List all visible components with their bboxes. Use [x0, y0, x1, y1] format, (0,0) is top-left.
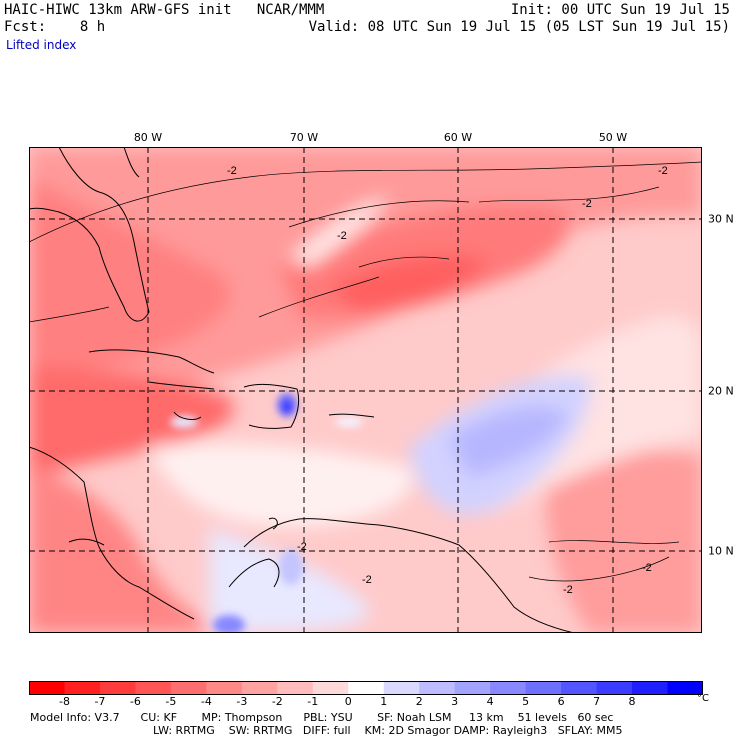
color-scale-swatch — [29, 681, 65, 695]
contour-label: -2 — [642, 562, 652, 574]
color-scale-tick-label: -8 — [58, 695, 70, 708]
color-scale-swatch — [525, 681, 562, 695]
color-scale-tick-label: 2 — [415, 695, 423, 708]
contour-label: -2 — [227, 165, 237, 177]
contour-label: -2 — [563, 584, 573, 596]
color-scale-swatch — [383, 681, 420, 695]
variable-name: Lifted index — [6, 38, 77, 52]
init-time: Init: 00 UTC Sun 19 Jul 15 — [510, 2, 730, 18]
contour-label: -2 — [582, 198, 592, 210]
coastlines — [29, 147, 575, 633]
shaded-field — [29, 147, 702, 633]
contour-label: -2 — [658, 165, 668, 177]
color-scale-tick-label: -7 — [94, 695, 106, 708]
lifted-index-map: -2 -2 -2 -2 -2 -2 -2 -2 — [29, 147, 702, 633]
contour-label: -2 — [297, 541, 307, 553]
color-scale-swatch — [206, 681, 243, 695]
color-scale-tick-label: -1 — [307, 695, 319, 708]
contour-labels: -2 -2 -2 -2 -2 -2 -2 -2 — [227, 165, 668, 596]
valid-time: Valid: 08 UTC Sun 19 Jul 15 (05 LST Sun … — [308, 19, 730, 35]
color-scale-swatch — [454, 681, 491, 695]
contours — [29, 161, 702, 582]
color-scale-tick-label: 4 — [486, 695, 494, 708]
lat-label-20n: 20 N — [708, 384, 734, 398]
color-scale-tick-label: -6 — [129, 695, 141, 708]
color-scale-tick-label: 7 — [593, 695, 601, 708]
color-scale-swatch — [241, 681, 278, 695]
color-scale-swatch — [490, 681, 527, 695]
map-frame — [29, 147, 702, 633]
forecast-hour: Fcst: 8 h — [4, 19, 106, 35]
model-info-line1: Model Info: V3.7 CU: KF MP: Thompson PBL… — [30, 711, 614, 724]
color-scale-swatch — [632, 681, 669, 695]
model-title: HAIC-HIWC 13km ARW-GFS init NCAR/MMM — [4, 2, 325, 18]
lon-label-60w: 60 W — [443, 131, 473, 144]
color-scale-swatch — [312, 681, 349, 695]
color-scale-swatch — [348, 681, 385, 695]
color-scale-frame — [29, 681, 703, 695]
contour-label: -2 — [362, 574, 372, 586]
color-scale-unit: °C — [697, 693, 709, 704]
color-scale-swatch — [419, 681, 456, 695]
model-info-line2: LW: RRTMG SW: RRTMG DIFF: full KM: 2D Sm… — [153, 724, 623, 737]
lat-label-30n: 30 N — [708, 212, 734, 226]
color-scale-tick-label: -2 — [271, 695, 283, 708]
color-scale-swatch — [667, 681, 703, 695]
color-scale-swatch — [64, 681, 101, 695]
local-anomalies — [170, 393, 363, 633]
lat-label-10n: 10 N — [708, 544, 734, 558]
color-scale-tick-label: 6 — [557, 695, 565, 708]
color-scale-tick-label: -4 — [200, 695, 212, 708]
lon-label-70w: 70 W — [289, 131, 319, 144]
color-scale-tick-label: 5 — [522, 695, 530, 708]
color-scale-tick-label: -5 — [165, 695, 177, 708]
color-scale-tick-label: 8 — [628, 695, 636, 708]
color-scale-swatch — [596, 681, 633, 695]
color-scale-swatch — [561, 681, 598, 695]
lon-label-50w: 50 W — [598, 131, 628, 144]
color-scale-tick-label: -3 — [236, 695, 248, 708]
lat-lon-grid — [29, 147, 702, 633]
lon-label-80w: 80 W — [133, 131, 163, 144]
color-scale-swatch — [277, 681, 314, 695]
color-scale-tick-label: 1 — [380, 695, 388, 708]
color-scale-tick-label: 0 — [344, 695, 352, 708]
color-scale-swatch — [135, 681, 172, 695]
color-scale-swatch — [99, 681, 136, 695]
color-scale — [29, 681, 703, 695]
color-scale-swatch — [170, 681, 207, 695]
contour-label: -2 — [337, 230, 347, 242]
color-scale-tick-label: 3 — [451, 695, 459, 708]
